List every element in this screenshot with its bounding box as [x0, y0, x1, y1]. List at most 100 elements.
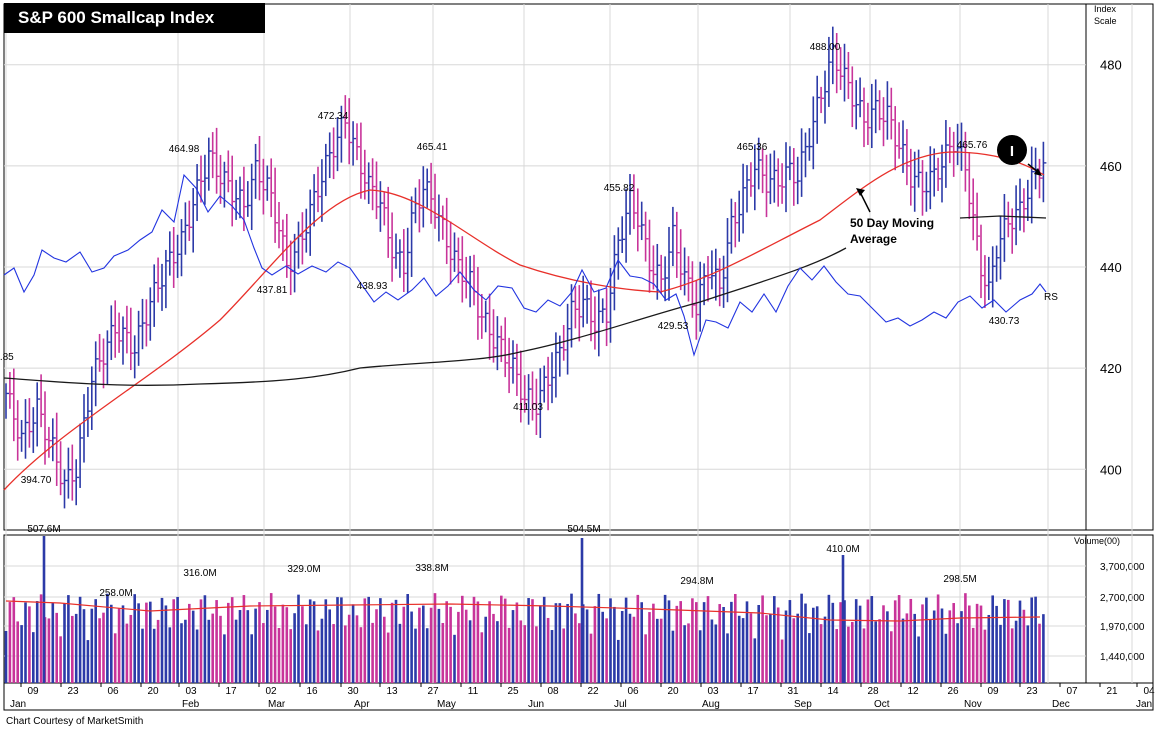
volume-bar — [32, 632, 35, 683]
volume-bar — [78, 596, 82, 683]
volume-bar — [925, 597, 928, 683]
month-label: Oct — [874, 699, 890, 710]
volume-point-label: 294.8M — [680, 576, 713, 587]
event-marker-arrowhead — [1034, 168, 1042, 176]
volume-bar — [336, 597, 339, 683]
volume-bar — [149, 601, 152, 683]
volume-bar — [940, 608, 944, 683]
volume-bar — [983, 629, 987, 683]
volume-bar — [234, 619, 238, 683]
volume-bar — [675, 605, 679, 683]
price-tick-label: 440 — [1100, 260, 1122, 275]
annotation-arrowhead — [856, 188, 865, 196]
volume-bar — [784, 610, 788, 683]
date-tick-label: 20 — [147, 686, 159, 697]
volume-bar — [250, 634, 253, 683]
volume-bar — [613, 606, 616, 683]
volume-bar — [441, 622, 445, 683]
relative-strength-label: RS — [1044, 292, 1058, 303]
volume-bar — [340, 597, 343, 683]
moving-average-50-line — [3, 151, 1045, 491]
volume-bar — [574, 613, 577, 683]
volume-bar — [648, 612, 651, 683]
volume-bar — [433, 593, 437, 683]
volume-spike-bar — [580, 538, 584, 683]
volume-bar — [617, 639, 620, 683]
volume-bar — [757, 604, 760, 683]
volume-bar — [730, 601, 733, 683]
volume-bar — [975, 603, 979, 683]
volume-bar — [320, 618, 324, 683]
volume-bar — [753, 638, 757, 683]
price-point-label: 464.98 — [169, 144, 200, 155]
volume-bar — [1014, 620, 1018, 683]
volume-bar — [749, 613, 753, 683]
volume-bar — [890, 631, 893, 683]
volume-bar — [566, 603, 569, 683]
volume-bar — [464, 609, 468, 683]
volume-bar — [152, 628, 156, 683]
volume-bar — [4, 631, 8, 683]
volume-bar — [359, 627, 363, 683]
volume-bar — [266, 609, 269, 683]
volume-bar — [905, 613, 909, 683]
volume-bar — [468, 620, 472, 683]
volume-bar — [773, 596, 776, 683]
volume-bar — [788, 600, 792, 683]
volume-moving-average — [5, 600, 1041, 622]
volume-bar — [418, 607, 421, 683]
volume-bar — [987, 614, 991, 683]
volume-bar — [117, 608, 121, 683]
month-label: Jan — [10, 699, 26, 710]
date-tick-label: 22 — [587, 686, 599, 697]
volume-bar — [722, 607, 725, 683]
volume-bar — [1022, 609, 1026, 683]
volume-bar — [839, 602, 842, 683]
volume-bar — [386, 632, 390, 683]
price-point-label: 430.73 — [989, 316, 1020, 327]
month-label: Jun — [528, 699, 544, 710]
price-point-label: 455.82 — [604, 183, 635, 194]
volume-bar — [429, 607, 433, 683]
date-tick-label: 23 — [1026, 686, 1038, 697]
volume-point-label: 504.5M — [567, 524, 600, 535]
volume-bar — [519, 620, 523, 683]
volume-bar — [780, 639, 784, 683]
volume-bar — [827, 594, 831, 683]
volume-bar — [129, 614, 133, 683]
volume-bar — [808, 633, 811, 683]
volume-bar — [687, 623, 690, 683]
volume-bar — [133, 594, 136, 683]
volume-bar — [769, 614, 772, 683]
volume-bar — [86, 640, 90, 683]
date-tick-label: 20 — [667, 686, 679, 697]
month-label: Jan — [1136, 699, 1152, 710]
price-point-label: 429.53 — [658, 321, 689, 332]
moving-average-annotation: Average — [850, 232, 897, 246]
volume-bar — [523, 625, 526, 683]
chart-courtesy: Chart Courtesy of MarketSmith — [6, 716, 144, 727]
volume-bar — [457, 611, 460, 683]
month-label: May — [437, 699, 456, 710]
volume-bar — [636, 594, 640, 683]
volume-bar — [913, 613, 916, 683]
moving-average-200-line — [3, 247, 847, 386]
date-tick-label: 09 — [987, 686, 999, 697]
volume-bar — [628, 613, 632, 683]
volume-bar — [995, 605, 998, 683]
volume-bar — [601, 611, 604, 683]
month-label: Dec — [1052, 699, 1070, 710]
price-point-label: 438.93 — [357, 281, 388, 292]
volume-bar — [663, 594, 667, 683]
price-tick-label: 400 — [1100, 462, 1122, 477]
volume-bar — [20, 625, 23, 683]
price-axis-title: Index — [1094, 4, 1117, 14]
volume-bar — [223, 634, 226, 683]
volume-bar — [542, 596, 546, 683]
volume-bar — [695, 602, 698, 683]
volume-bar — [47, 618, 51, 683]
volume-bar — [862, 628, 866, 683]
volume-bar — [956, 623, 959, 683]
volume-bar — [710, 619, 714, 683]
volume-bar — [8, 602, 12, 683]
